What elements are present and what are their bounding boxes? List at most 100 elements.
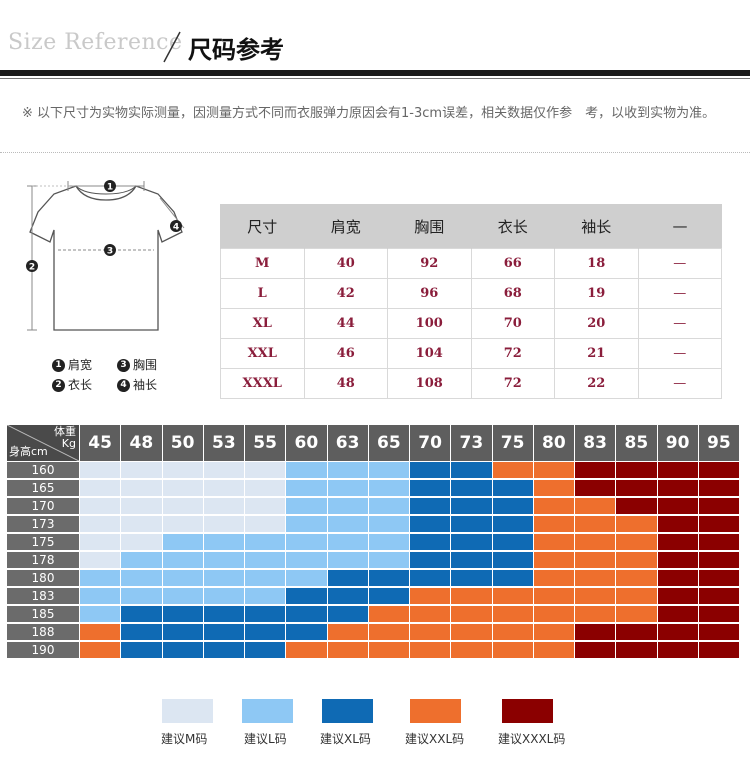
svg-text:4: 4 (173, 223, 179, 233)
table-cell: 42 (303, 278, 388, 309)
grid-cell-xxxl (575, 480, 616, 496)
grid-cell-xl (492, 516, 533, 532)
grid-cell-l (368, 498, 409, 514)
height-header: 160 (7, 462, 79, 478)
grid-cell-xl (451, 534, 492, 550)
grid-cell-m (80, 516, 121, 532)
table-cell: 21 (554, 338, 639, 369)
height-header: 190 (7, 642, 79, 658)
title-chinese: 尺码参考 (188, 36, 284, 64)
weight-header: 50 (162, 425, 203, 461)
table-cell: 100 (387, 308, 472, 339)
grid-cell-l (286, 462, 327, 478)
grid-cell-l (162, 552, 203, 568)
grid-cell-xxxl (698, 462, 739, 478)
grid-cell-m (121, 480, 162, 496)
grid-cell-xxxl (657, 462, 698, 478)
grid-cell-xxxl (698, 570, 739, 586)
grid-cell-xxl (616, 516, 657, 532)
legend-swatch-xl (322, 699, 373, 723)
grid-cell-m (162, 462, 203, 478)
grid-cell-xxl (410, 624, 451, 640)
weight-header: 53 (203, 425, 244, 461)
legend-label-xxl: 建议XXL码 (405, 732, 465, 746)
grid-cell-l (203, 588, 244, 604)
height-header: 180 (7, 570, 79, 586)
grid-cell-l (327, 498, 368, 514)
grid-cell-xxxl (616, 498, 657, 514)
weight-header: 60 (286, 425, 327, 461)
grid-cell-xl (327, 570, 368, 586)
grid-cell-xxl (533, 498, 574, 514)
svg-text:3: 3 (107, 247, 113, 257)
number-marker-icon: 3 (117, 359, 130, 372)
measurement-note: ※ 以下尺寸为实物实际测量，因测量方式不同而衣服弹力原因会有1-3cm误差，相关… (22, 106, 716, 121)
grid-cell-l (245, 552, 286, 568)
dotted-divider (0, 152, 750, 153)
grid-cell-l (286, 534, 327, 550)
diagram-legend-chest: 3 胸围 (117, 356, 157, 373)
table-cell: — (637, 368, 722, 399)
grid-cell-xl (245, 624, 286, 640)
height-header: 178 (7, 552, 79, 568)
number-marker-icon: 4 (117, 379, 130, 392)
table-cell: 72 (470, 368, 555, 399)
grid-cell-l (162, 570, 203, 586)
grid-cell-m (203, 462, 244, 478)
grid-cell-m (203, 498, 244, 514)
table-cell: 46 (303, 338, 388, 369)
table-cell: 66 (470, 248, 555, 279)
grid-cell-xxl (327, 624, 368, 640)
grid-cell-m (80, 534, 121, 550)
weight-header: 75 (492, 425, 533, 461)
legend-swatch-l (242, 699, 293, 723)
table-cell: 19 (554, 278, 639, 309)
grid-cell-xxl (533, 570, 574, 586)
grid-cell-l (327, 480, 368, 496)
number-marker-icon: 2 (52, 379, 65, 392)
grid-cell-xl (286, 624, 327, 640)
table-cell: 22 (554, 368, 639, 399)
grid-cell-xxxl (657, 642, 698, 658)
table-cell: — (637, 278, 722, 309)
header-sleeve: 袖长 (554, 204, 638, 249)
grid-cell-l (245, 588, 286, 604)
weight-header: 65 (368, 425, 409, 461)
grid-cell-m (80, 552, 121, 568)
grid-cell-xxxl (698, 534, 739, 550)
grid-cell-xxxl (657, 588, 698, 604)
grid-cell-l (286, 516, 327, 532)
table-cell: 68 (470, 278, 555, 309)
grid-cell-xxxl (575, 462, 616, 478)
grid-cell-xxxl (698, 588, 739, 604)
table-cell: 72 (470, 338, 555, 369)
grid-cell-xxl (575, 588, 616, 604)
grid-cell-xl (492, 552, 533, 568)
weight-header: 80 (533, 425, 574, 461)
grid-cell-xl (245, 642, 286, 658)
grid-cell-m (121, 498, 162, 514)
grid-cell-xxl (492, 588, 533, 604)
grid-cell-xl (368, 570, 409, 586)
grid-cell-l (162, 534, 203, 550)
grid-cell-l (286, 552, 327, 568)
grid-cell-l (245, 534, 286, 550)
table-cell: 104 (387, 338, 472, 369)
header-rule-thin (0, 78, 750, 79)
weight-header: 73 (451, 425, 492, 461)
grid-cell-xxl (575, 552, 616, 568)
grid-cell-xl (492, 498, 533, 514)
tshirt-diagram: 1 3 2 4 (26, 180, 185, 331)
grid-cell-xxxl (657, 534, 698, 550)
table-row: L 42 96 68 19 — (220, 278, 722, 309)
grid-cell-xxxl (657, 516, 698, 532)
table-cell: 20 (554, 308, 639, 339)
header-chest: 胸围 (387, 204, 471, 249)
grid-cell-xxl (451, 624, 492, 640)
grid-cell-m (245, 516, 286, 532)
weight-header: 95 (698, 425, 739, 461)
grid-cell-l (327, 462, 368, 478)
grid-cell-xxxl (616, 624, 657, 640)
weight-header: 85 (616, 425, 657, 461)
table-cell: XL (220, 308, 305, 339)
